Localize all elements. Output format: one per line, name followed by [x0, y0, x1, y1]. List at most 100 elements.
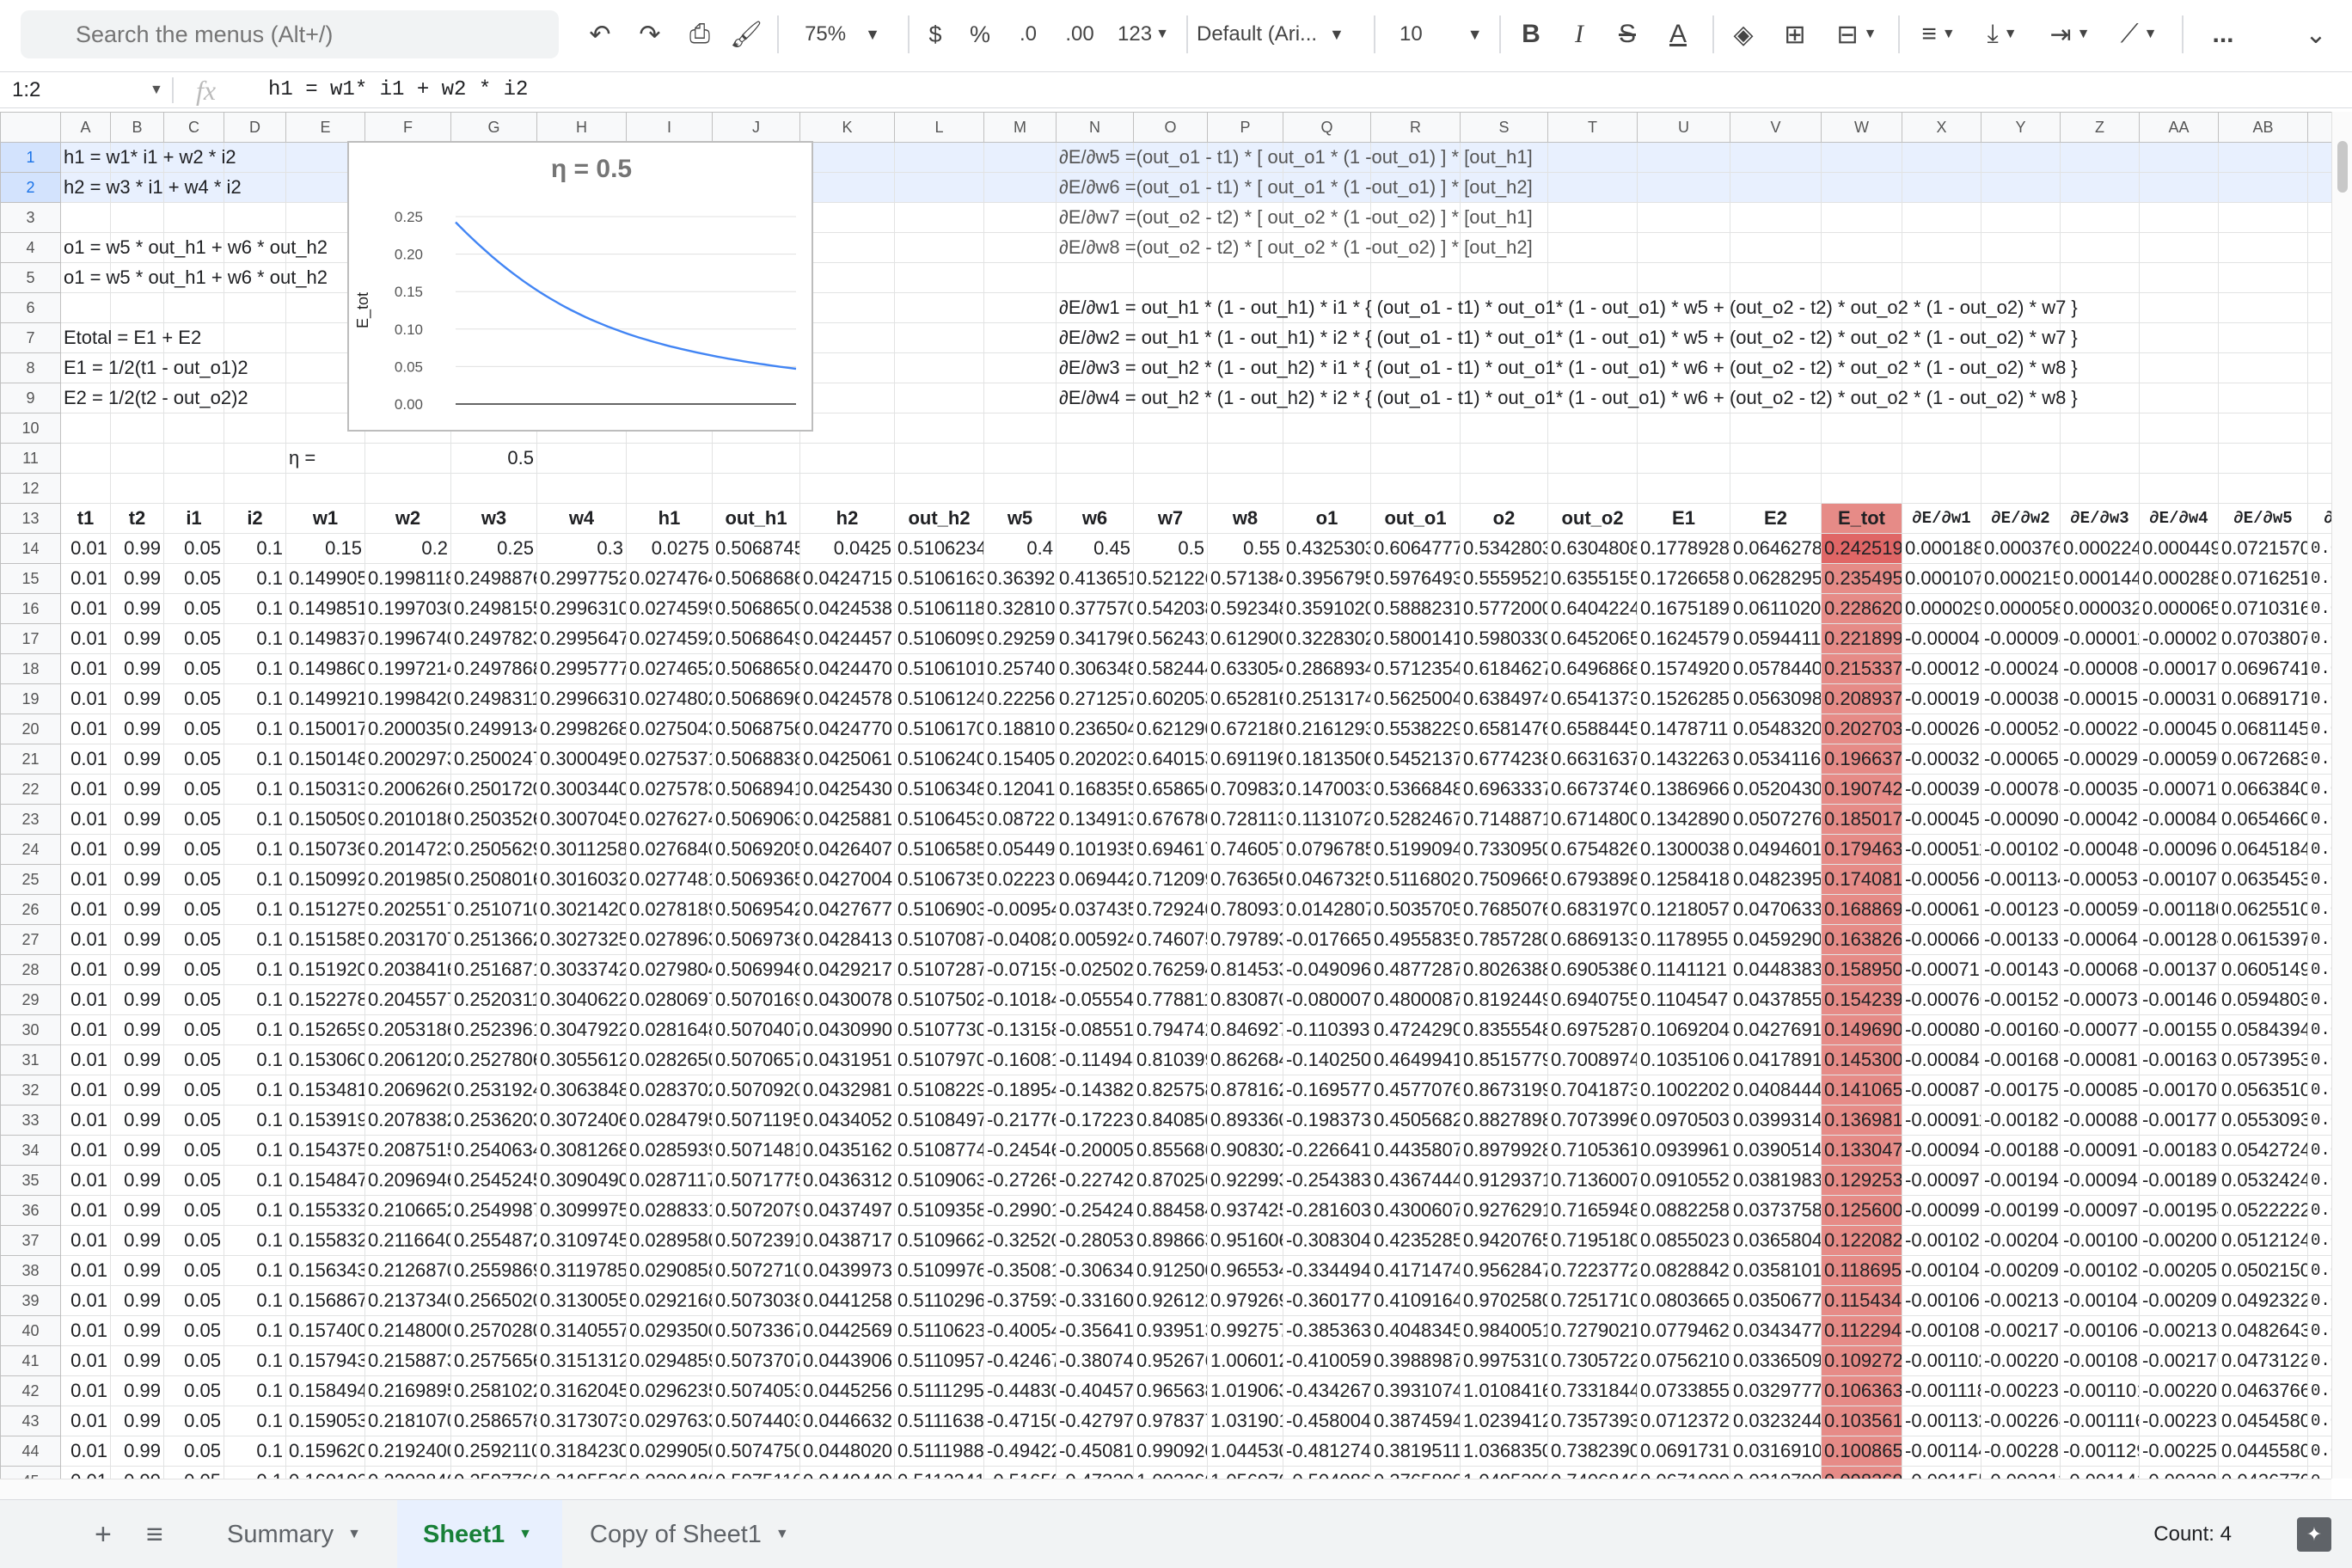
cell[interactable]: 0.0659482	[2307, 804, 2331, 835]
cell[interactable]	[224, 232, 286, 263]
cell[interactable]: -0.000942	[1902, 1135, 1981, 1166]
cell[interactable]	[894, 292, 984, 323]
cell[interactable]	[799, 142, 895, 173]
name-box[interactable]: 1:2 ▼	[12, 76, 163, 105]
cell[interactable]: 0.6940755	[1547, 984, 1638, 1015]
cell[interactable]: 0.1	[224, 1315, 286, 1346]
cell[interactable]: -0.000784	[1981, 774, 2061, 805]
cell[interactable]: 0.6631637	[1547, 744, 1638, 775]
row-header[interactable]: 29	[0, 984, 61, 1015]
cell[interactable]: 0.99	[110, 593, 164, 624]
cell[interactable]: 0.2061202	[364, 1044, 451, 1075]
cell[interactable]: -0.055541	[1056, 984, 1134, 1015]
zoom-select[interactable]: 75% ▼	[791, 7, 894, 62]
cell[interactable]: 0.0872272	[983, 804, 1057, 835]
cell[interactable]: 0.6496868	[1547, 653, 1638, 684]
font-size-select[interactable]: 10 ▼	[1386, 7, 1489, 62]
cell[interactable]: -0.473200	[1056, 1466, 1134, 1479]
cell[interactable]: 0.2513174	[1283, 683, 1371, 714]
cell[interactable]: -0.200053	[1056, 1135, 1134, 1166]
cell[interactable]: 0.8103997	[1133, 1044, 1208, 1075]
cell[interactable]: 0.5109063	[894, 1165, 984, 1196]
cell[interactable]: 0.0289580	[626, 1225, 713, 1256]
cell[interactable]: -0.000047	[1902, 623, 1981, 654]
cell[interactable]: -0.360177	[1283, 1285, 1371, 1316]
cell[interactable]: 0.01	[60, 744, 111, 775]
cell[interactable]: 0.5068941	[712, 774, 800, 805]
cell[interactable]: -0.000567	[1902, 864, 1981, 895]
cell[interactable]	[2218, 292, 2308, 323]
cell[interactable]: -0.002311	[1981, 1466, 2061, 1479]
cell[interactable]: -0.198373	[1283, 1105, 1371, 1136]
cell[interactable]: 0.5107730	[894, 1014, 984, 1045]
row-header[interactable]: 5	[0, 262, 61, 293]
cell[interactable]: 0.8626842	[1207, 1044, 1283, 1075]
cell[interactable]: 0.2027031	[1821, 714, 1902, 744]
cell[interactable]: 0.5069205	[712, 834, 800, 865]
cell[interactable]: 0.0520430	[1730, 774, 1822, 805]
cell[interactable]: 0.3184230	[536, 1436, 627, 1467]
cell[interactable]: 0.0428413	[799, 924, 895, 955]
cell[interactable]: 0.0557162	[2307, 1105, 2331, 1136]
cell[interactable]: 0.99	[110, 1044, 164, 1075]
cell[interactable]	[2060, 142, 2140, 173]
cell[interactable]: 0.5109976	[894, 1255, 984, 1286]
row-header[interactable]: 9	[0, 383, 61, 413]
cell[interactable]: -0.009541	[983, 894, 1057, 925]
cell[interactable]: -0.002289	[1981, 1436, 2061, 1467]
cell[interactable]: 0.2997752	[536, 563, 627, 594]
cell[interactable]: -0.001129	[2060, 1436, 2140, 1467]
row-header[interactable]: 33	[0, 1105, 61, 1136]
cell[interactable]: 0.1534810	[285, 1075, 365, 1106]
cell[interactable]: 0.3591020	[1283, 593, 1371, 624]
cell[interactable]	[1460, 172, 1548, 203]
cell[interactable]: 0.7382390	[1547, 1436, 1638, 1467]
cell[interactable]	[1133, 413, 1208, 444]
cell[interactable]: -0.001002	[2060, 1225, 2140, 1256]
cell[interactable]	[1283, 473, 1371, 504]
cell[interactable]	[1730, 202, 1822, 233]
cell[interactable]: 0.3	[536, 533, 627, 564]
cell[interactable]: 0.1	[224, 924, 286, 955]
cell[interactable]: 0.0381983	[1730, 1165, 1822, 1196]
cell[interactable]: 0.45	[1056, 533, 1134, 564]
cell[interactable]: 0.7165948	[1547, 1195, 1638, 1226]
cell[interactable]: 0.1498515	[285, 593, 365, 624]
cell[interactable]: -0.356415	[1056, 1315, 1134, 1346]
cell[interactable]: 0.9656386	[1133, 1375, 1208, 1406]
cell[interactable]: 0.1498607	[285, 653, 365, 684]
cell[interactable]: 0.05	[163, 1406, 224, 1436]
cell[interactable]: 0.1330475	[1821, 1135, 1902, 1166]
cell[interactable]	[1981, 172, 2061, 203]
cell[interactable]	[2060, 473, 2140, 504]
cell[interactable]: -0.280533	[1056, 1225, 1134, 1256]
cell[interactable]: 0.6064777	[1370, 533, 1461, 564]
cell[interactable]	[1370, 172, 1461, 203]
cell[interactable]: 0.5109358	[894, 1195, 984, 1226]
cell[interactable]: 0.0505842	[2307, 1255, 2331, 1286]
cell[interactable]: 0.05	[163, 1105, 224, 1136]
cell[interactable]	[2139, 413, 2219, 444]
cell[interactable]: 0.1092720	[1821, 1345, 1902, 1376]
cell[interactable]: -0.000971	[1902, 1165, 1981, 1196]
cell[interactable]: 0.1499059	[285, 563, 365, 594]
cell[interactable]	[60, 292, 111, 323]
cell[interactable]: -0.375931	[983, 1285, 1057, 1316]
cell[interactable]	[1283, 262, 1371, 293]
cell[interactable]: 0.0442569	[799, 1315, 895, 1346]
cell[interactable]: 0.0274764	[626, 563, 713, 594]
cell[interactable]: 0.0424457	[799, 623, 895, 654]
cell[interactable]: 0.1122940	[1821, 1315, 1902, 1346]
cell[interactable]	[1981, 413, 2061, 444]
cell[interactable]: -0.331608	[1056, 1285, 1134, 1316]
cell[interactable]: 0.01	[60, 1135, 111, 1166]
cell[interactable]: 0.1522788	[285, 984, 365, 1015]
cell[interactable]: 0.05	[163, 683, 224, 714]
borders-icon[interactable]: ⊞	[1784, 20, 1806, 49]
cell[interactable]: 0.2425196	[1821, 533, 1902, 564]
cell[interactable]: 0.5106585	[894, 834, 984, 865]
cell[interactable]: 0.5559521	[1460, 563, 1548, 594]
cell[interactable]: 0.5068745	[712, 533, 800, 564]
cell[interactable]: 0.0430990	[799, 1014, 895, 1045]
